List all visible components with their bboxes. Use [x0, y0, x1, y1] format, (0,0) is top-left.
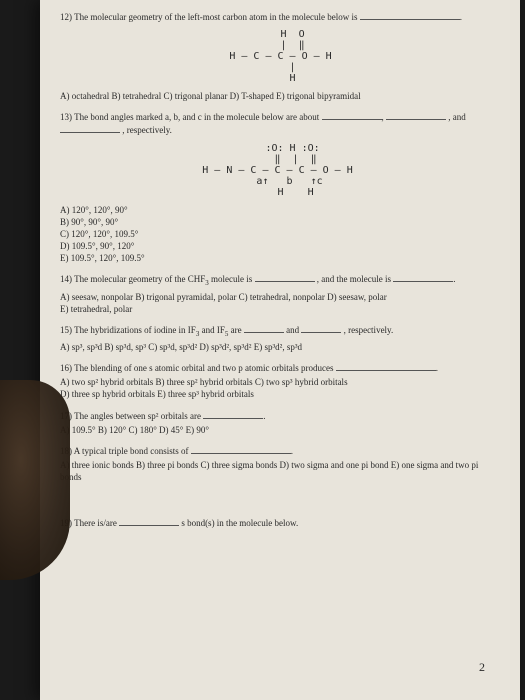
question-14: 14) The molecular geometry of the CHF3 m… [60, 272, 495, 315]
q13-optE: E) 109.5°, 120°, 109.5° [60, 252, 495, 264]
q15-text2: and IF [202, 325, 225, 335]
blank [255, 272, 315, 282]
q15-text1: 15) The hybridizations of iodine in IF [60, 325, 196, 335]
q17-text: 17) The angles between sp² orbitals are [60, 411, 201, 421]
question-18: 18) A typical triple bond consists of . … [60, 444, 495, 483]
blank [322, 110, 382, 120]
q14-text2: molecule is [211, 274, 252, 284]
blank [360, 10, 460, 20]
q12-options: A) octahedral B) tetrahedral C) trigonal… [60, 90, 495, 102]
q13-structure: :O: H :O: ‖ | ‖ H — N — C — C — C — O — … [60, 143, 495, 198]
blank [60, 123, 120, 133]
q13-text: 13) The bond angles marked a, b, and c i… [60, 112, 319, 122]
blank [393, 272, 453, 282]
q18-text: 18) A typical triple bond consists of [60, 446, 189, 456]
q14-text3: , and the molecule is [317, 274, 391, 284]
blank [203, 409, 263, 419]
q13-optB: B) 90°, 90°, 90° [60, 216, 495, 228]
question-16: 16) The blending of one s atomic orbital… [60, 361, 495, 400]
q18-options: A) three ionic bonds B) three pi bonds C… [60, 459, 495, 483]
q13-optD: D) 109.5°, 90°, 120° [60, 240, 495, 252]
q15-text5: , respectively. [344, 325, 394, 335]
question-17: 17) The angles between sp² orbitals are … [60, 409, 495, 436]
blank [386, 110, 446, 120]
q13-options: A) 120°, 120°, 90° B) 90°, 90°, 90° C) 1… [60, 204, 495, 265]
question-15: 15) The hybridizations of iodine in IF3 … [60, 323, 495, 353]
q15-options: A) sp³, sp³d B) sp³d, sp³ C) sp³d, sp³d²… [60, 341, 495, 353]
q16-optD: D) three sp hybrid orbitals E) three sp³… [60, 388, 495, 400]
blank [119, 516, 179, 526]
q13-text2: , and [448, 112, 466, 122]
q13-optC: C) 120°, 120°, 109.5° [60, 228, 495, 240]
q13-text3: , respectively. [122, 125, 172, 135]
blank [301, 323, 341, 333]
q15-text3: are [231, 325, 242, 335]
q19-text2: s bond(s) in the molecule below. [181, 518, 298, 528]
q14-text1: 14) The molecular geometry of the CHF [60, 274, 205, 284]
blank [244, 323, 284, 333]
q14-optE: E) tetrahedral, polar [60, 303, 495, 315]
q17-options: A) 109.5° B) 120° C) 180° D) 45° E) 90° [60, 424, 495, 436]
q13-optA: A) 120°, 120°, 90° [60, 204, 495, 216]
q15-text4: and [286, 325, 301, 335]
q14-options: A) seesaw, nonpolar B) trigonal pyramida… [60, 291, 495, 303]
q12-text: 12) The molecular geometry of the left-m… [60, 12, 358, 22]
question-13: 13) The bond angles marked a, b, and c i… [60, 110, 495, 264]
question-19: 19) There is/are s bond(s) in the molecu… [60, 516, 495, 529]
blank [191, 444, 291, 454]
q12-structure: H O | ‖ H — C — C — O — H | H [60, 29, 495, 84]
q16-text: 16) The blending of one s atomic orbital… [60, 363, 334, 373]
blank [336, 361, 436, 371]
page-number: 2 [479, 659, 485, 675]
q16-options: A) two sp² hybrid orbitals B) three sp² … [60, 376, 495, 388]
question-12: 12) The molecular geometry of the left-m… [60, 10, 495, 102]
